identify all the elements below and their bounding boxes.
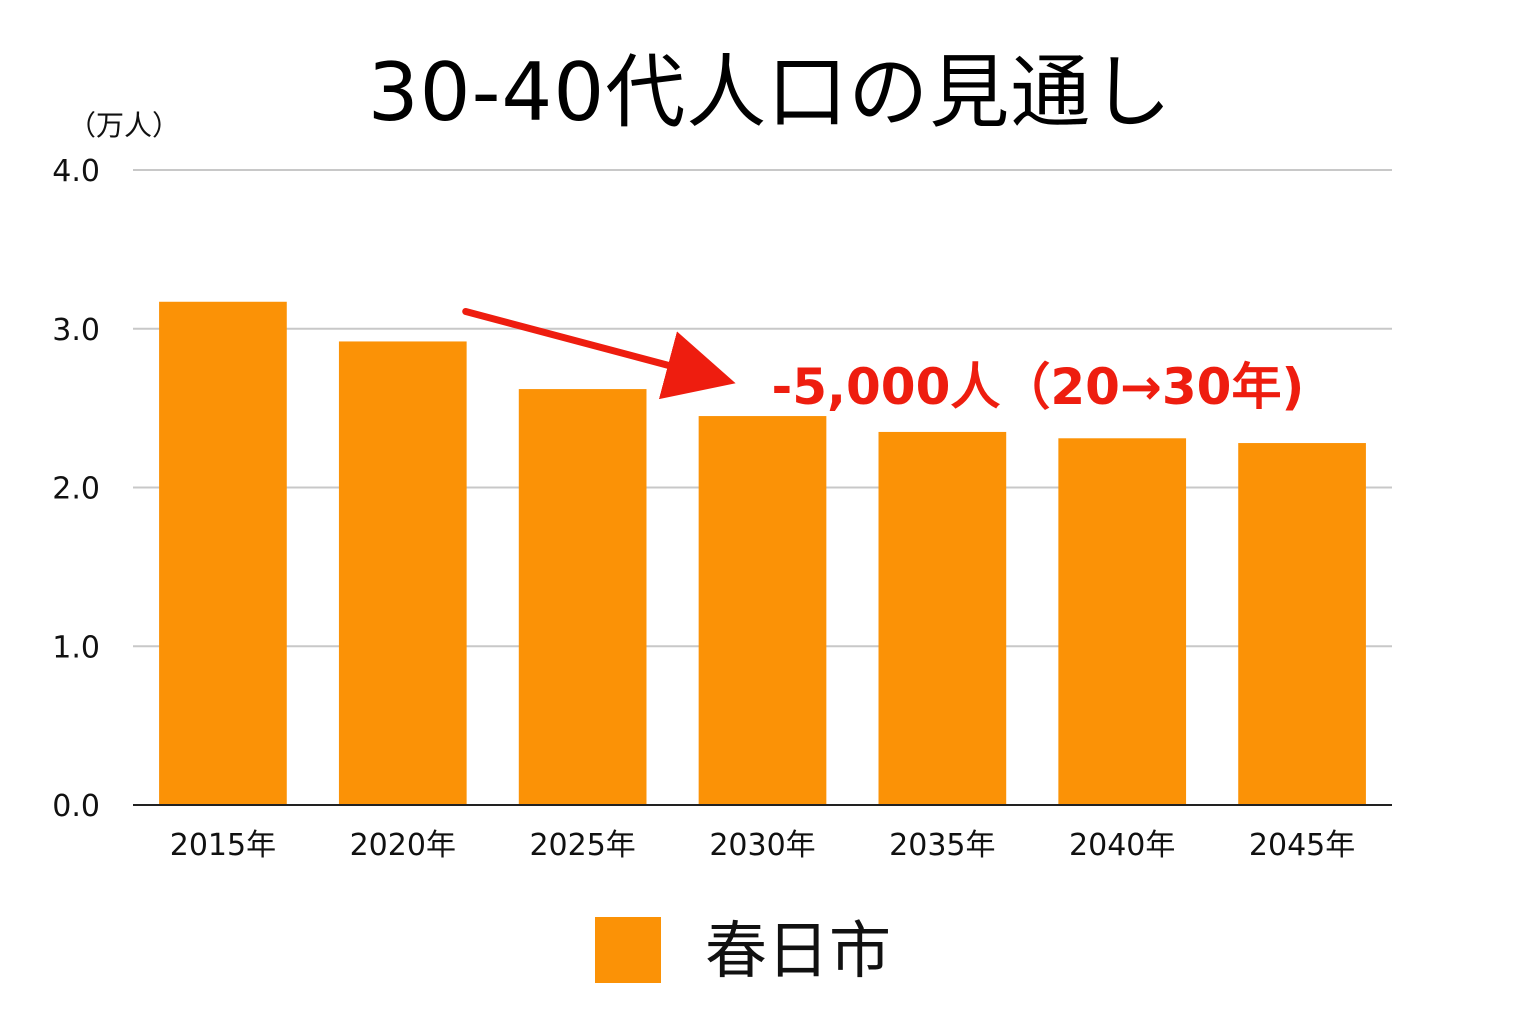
y-tick-label: 2.0 [52,472,100,507]
x-tick-label: 2030年 [709,828,815,863]
x-tick-label: 2045年 [1249,828,1355,863]
y-unit-label: （万人） [68,109,180,142]
y-tick-label: 1.0 [52,630,100,665]
legend-swatch [595,917,661,983]
x-tick-label: 2035年 [889,828,995,863]
x-tick-label: 2015年 [170,828,276,863]
chart-title: 30-40代人口の見通し [367,46,1173,139]
y-tick-label: 3.0 [52,313,100,348]
bar [1238,443,1366,805]
bar [878,431,1007,805]
y-tick-label: 0.0 [52,789,100,824]
bar [518,389,647,805]
bar [338,341,467,805]
x-tick-label: 2040年 [1069,828,1175,863]
y-tick-label: 4.0 [52,154,100,189]
x-tick-label: 2025年 [529,828,635,863]
bar [698,416,827,805]
bar [1058,438,1187,805]
x-tick-label: 2020年 [350,828,456,863]
bar [159,301,287,805]
annotation-label: -5,000人（20→30年) [771,358,1304,416]
annotation-arrow [462,307,736,400]
legend-label: 春日市 [705,914,891,987]
